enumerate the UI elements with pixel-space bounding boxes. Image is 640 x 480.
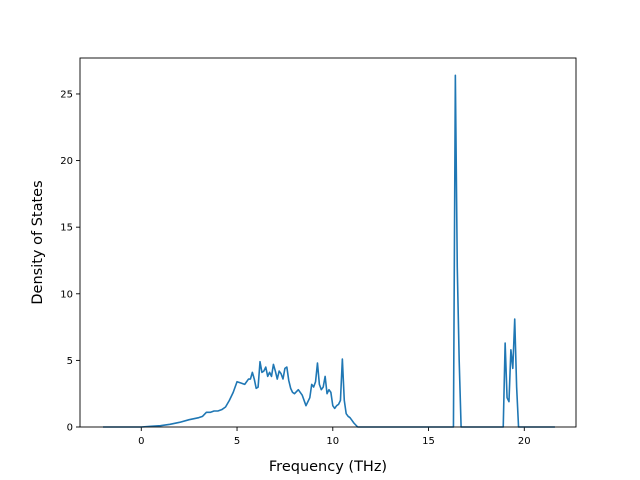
y-axis-label: Density of States — [30, 180, 46, 304]
x-axis-ticks: 0 5 10 15 20 — [138, 427, 531, 447]
x-tick-label: 0 — [138, 436, 144, 447]
y-tick-label: 0 — [67, 423, 73, 434]
y-tick-label: 10 — [60, 289, 73, 300]
x-tick-label: 5 — [234, 436, 240, 447]
x-tick-label: 10 — [326, 436, 339, 447]
y-tick-label: 25 — [60, 89, 73, 100]
y-tick-label: 20 — [60, 156, 73, 167]
y-tick-label: 15 — [60, 223, 73, 234]
x-tick-label: 15 — [422, 436, 435, 447]
x-axis-label: Frequency (THz) — [269, 459, 387, 475]
y-tick-label: 5 — [67, 356, 73, 367]
plot-frame — [79, 57, 577, 428]
x-tick-label: 20 — [518, 436, 531, 447]
y-axis-ticks: 0 5 10 15 20 25 — [60, 89, 80, 434]
dos-series-line — [102, 74, 555, 428]
